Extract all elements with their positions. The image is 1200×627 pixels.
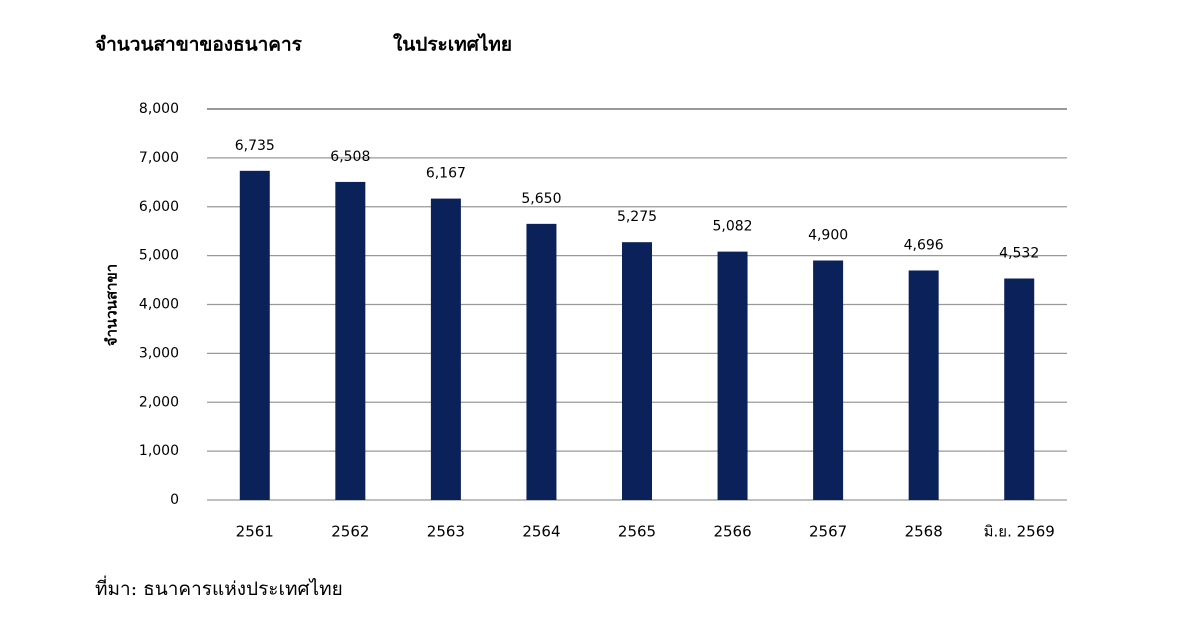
value-label: 5,650	[521, 191, 561, 207]
value-label: 5,275	[617, 209, 657, 225]
y-axis-label: จำนวนสาขา	[103, 264, 121, 346]
value-label: 6,508	[330, 149, 370, 165]
y-tick-label: 5,000	[139, 248, 179, 264]
chart-subtitle: ในประเทศไทย	[393, 33, 512, 56]
x-tick-label: 2562	[331, 523, 369, 541]
y-tick-label: 1,000	[139, 443, 179, 459]
y-tick-label: 4,000	[139, 297, 179, 313]
bar	[908, 270, 939, 500]
y-tick-label: 0	[170, 492, 179, 508]
value-label: 5,082	[713, 219, 753, 235]
y-tick-label: 2,000	[139, 394, 179, 410]
x-tick-label: 2566	[713, 523, 751, 541]
bar	[239, 170, 270, 500]
x-tick-label: 2567	[809, 523, 847, 541]
x-tick-label: มิ.ย. 2569	[984, 523, 1055, 541]
y-tick-label: 3,000	[139, 345, 179, 361]
source-note: ที่มา: ธนาคารแห่งประเทศไทย	[95, 575, 343, 600]
bar	[335, 181, 366, 500]
x-tick-label: 2563	[427, 523, 465, 541]
bar	[430, 198, 461, 500]
x-tick-label: 2568	[905, 523, 943, 541]
y-tick-label: 7,000	[139, 150, 179, 166]
y-tick-label: 6,000	[139, 199, 179, 215]
y-tick-label: 8,000	[139, 101, 179, 117]
bar	[1004, 278, 1035, 500]
chart-title: จำนวนสาขาของธนาคาร	[95, 34, 303, 56]
value-label: 4,696	[904, 237, 944, 253]
value-label: 6,735	[235, 138, 275, 154]
x-tick-label: 2565	[618, 523, 656, 541]
value-label: 4,532	[999, 245, 1039, 261]
x-tick-label: 2564	[522, 523, 560, 541]
bar	[622, 242, 652, 500]
value-label: 4,900	[808, 228, 848, 244]
bar	[813, 260, 844, 500]
bar	[717, 251, 748, 500]
bar	[526, 223, 557, 500]
value-label: 6,167	[426, 166, 466, 182]
x-tick-label: 2561	[236, 523, 274, 541]
